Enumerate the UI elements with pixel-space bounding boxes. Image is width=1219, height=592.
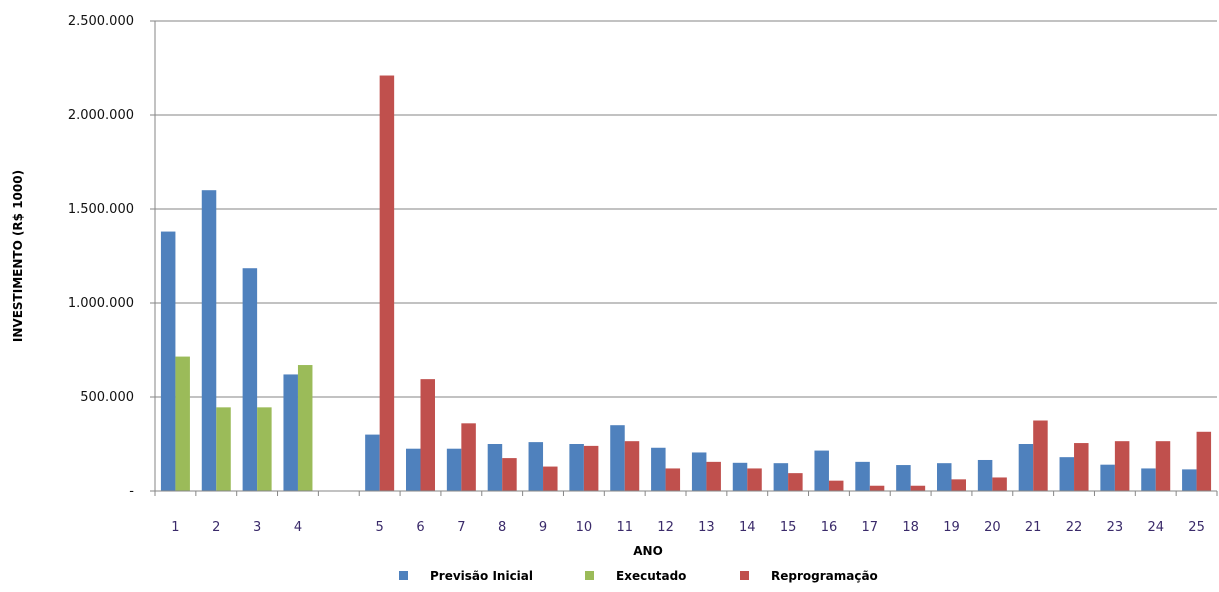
x-tick-label: 20 <box>984 520 1001 535</box>
legend-label: Reprogramação <box>771 569 878 583</box>
bar-previs-o-inicial-3 <box>242 268 258 491</box>
bar-previs-o-inicial-25 <box>1182 469 1197 491</box>
bar-reprograma-o-10 <box>583 445 599 491</box>
bar-previs-o-inicial-16 <box>814 450 829 491</box>
x-tick-label: 10 <box>576 520 593 535</box>
x-tick-label: 17 <box>862 520 879 535</box>
legend: Previsão Inicial Executado Reprogramação <box>399 569 878 583</box>
bar-reprograma-o-8 <box>502 458 517 491</box>
x-tick-label: 18 <box>902 520 919 535</box>
y-tick-label: 2.500.000 <box>68 14 134 29</box>
bar-previs-o-inicial-7 <box>446 448 462 491</box>
legend-label: Executado <box>616 569 686 583</box>
bar-reprograma-o-5 <box>379 75 395 492</box>
bar-previs-o-inicial-2 <box>201 190 217 491</box>
y-tick-label: 1.000.000 <box>68 296 134 311</box>
bar-reprograma-o-24 <box>1155 441 1171 491</box>
x-tick-label: 13 <box>698 520 715 535</box>
bar-previs-o-inicial-11 <box>610 425 625 491</box>
gridlines <box>150 20 1217 492</box>
y-tick-labels: - 500.000 1.000.000 1.500.000 2.000.000 2.500… <box>68 14 134 499</box>
bar-reprograma-o-12 <box>665 468 681 491</box>
bar-reprograma-o-25 <box>1196 431 1212 491</box>
legend-swatch <box>585 571 594 580</box>
bar-previs-o-inicial-1 <box>160 231 176 491</box>
bar-previs-o-inicial-10 <box>569 444 584 491</box>
bar-executado-2 <box>216 407 231 491</box>
bar-previs-o-inicial-4 <box>283 374 298 491</box>
bar-previs-o-inicial-14 <box>732 462 748 491</box>
bar-previs-o-inicial-18 <box>896 465 911 491</box>
bar-reprograma-o-22 <box>1074 443 1089 491</box>
x-tick-label: 22 <box>1066 520 1083 535</box>
legend-item: Reprogramação <box>740 569 878 583</box>
bar-reprograma-o-9 <box>543 466 558 491</box>
x-tick-label: 19 <box>943 520 960 535</box>
bar-previs-o-inicial-21 <box>1018 444 1034 491</box>
legend-swatch <box>740 571 749 580</box>
x-tick-labels: 1 2 3 4 5 6 7 8 9 10 11 12 13 14 15 16 17 18 19 20 21 22 23 24 2… <box>171 520 1205 535</box>
bar-reprograma-o-21 <box>1033 420 1048 491</box>
x-tick-label: 14 <box>739 520 756 535</box>
legend-label: Previsão Inicial <box>430 569 533 583</box>
bar-reprograma-o-6 <box>420 379 435 491</box>
x-tick-label: 5 <box>376 520 384 535</box>
bars <box>160 75 1212 492</box>
x-tick-label: 12 <box>657 520 674 535</box>
bar-reprograma-o-23 <box>1114 441 1130 491</box>
y-tick-label: 500.000 <box>80 390 134 405</box>
bar-reprograma-o-11 <box>624 441 640 491</box>
x-tick-label: 7 <box>457 520 465 535</box>
bar-previs-o-inicial-5 <box>365 434 380 491</box>
legend-swatch <box>399 571 408 580</box>
bar-previs-o-inicial-8 <box>487 444 503 491</box>
x-tick-label: 21 <box>1025 520 1042 535</box>
bar-previs-o-inicial-23 <box>1100 464 1115 491</box>
bar-reprograma-o-15 <box>788 473 803 491</box>
bar-reprograma-o-17 <box>869 485 885 491</box>
bar-executado-1 <box>175 356 190 491</box>
bar-previs-o-inicial-9 <box>528 442 544 491</box>
x-tick-label: 6 <box>416 520 424 535</box>
x-tick-label: 25 <box>1188 520 1205 535</box>
bar-previs-o-inicial-12 <box>651 447 666 491</box>
x-tick-label: 1 <box>171 520 179 535</box>
bar-reprograma-o-19 <box>951 479 966 491</box>
y-tick-label: - <box>129 484 134 499</box>
x-tick-label: 24 <box>1147 520 1164 535</box>
bar-previs-o-inicial-24 <box>1141 468 1156 491</box>
axes <box>154 21 1218 496</box>
bar-previs-o-inicial-22 <box>1059 457 1075 491</box>
bar-previs-o-inicial-20 <box>977 459 993 491</box>
bar-previs-o-inicial-15 <box>773 463 789 491</box>
y-axis-title: INVESTIMENTO (R$ 1000) <box>11 170 25 342</box>
bar-executado-4 <box>297 365 313 491</box>
bar-reprograma-o-20 <box>992 477 1007 491</box>
x-axis-title: ANO <box>633 544 663 558</box>
legend-item: Previsão Inicial <box>399 569 533 583</box>
bar-reprograma-o-16 <box>828 480 844 491</box>
y-tick-label: 2.000.000 <box>68 108 134 123</box>
x-tick-label: 11 <box>616 520 633 535</box>
bar-previs-o-inicial-13 <box>691 452 707 491</box>
bar-reprograma-o-14 <box>747 468 762 491</box>
x-tick-label: 23 <box>1107 520 1124 535</box>
bar-executado-3 <box>257 407 272 491</box>
bar-previs-o-inicial-19 <box>937 463 952 491</box>
x-tick-label: 2 <box>212 520 220 535</box>
bar-reprograma-o-7 <box>461 423 476 491</box>
bar-reprograma-o-18 <box>910 485 926 491</box>
x-tick-label: 15 <box>780 520 797 535</box>
x-tick-label: 4 <box>294 520 302 535</box>
y-tick-label: 1.500.000 <box>68 202 134 217</box>
x-tick-label: 3 <box>253 520 261 535</box>
bar-previs-o-inicial-6 <box>406 448 421 491</box>
x-tick-label: 9 <box>539 520 547 535</box>
x-tick-label: 16 <box>821 520 838 535</box>
x-tick-label: 8 <box>498 520 506 535</box>
legend-item: Executado <box>585 569 686 583</box>
bar-reprograma-o-13 <box>706 461 721 491</box>
bar-previs-o-inicial-17 <box>855 461 870 491</box>
